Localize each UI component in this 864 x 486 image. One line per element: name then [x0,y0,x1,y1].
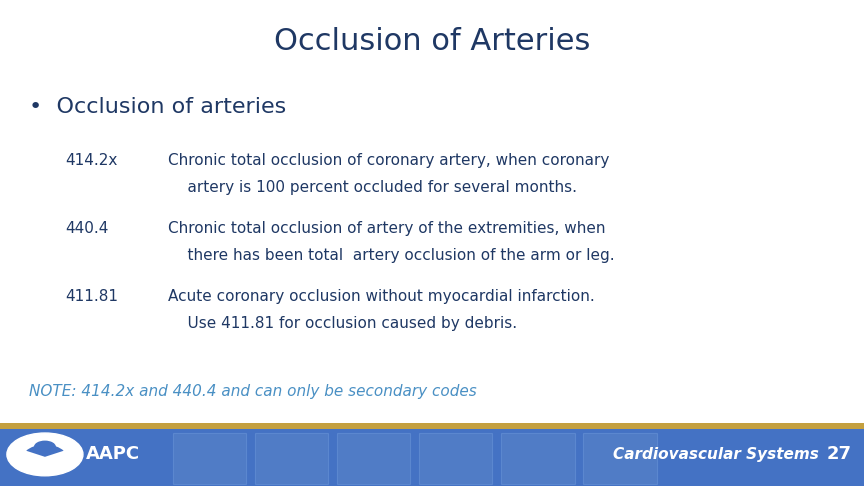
Text: Chronic total occlusion of coronary artery, when coronary: Chronic total occlusion of coronary arte… [168,153,610,168]
Bar [173,433,246,484]
Bar [337,433,410,484]
Text: •  Occlusion of arteries: • Occlusion of arteries [29,97,286,117]
Bar [583,433,657,484]
Bar [255,433,328,484]
Text: Cardiovascular Systems: Cardiovascular Systems [613,447,819,462]
Text: there has been total  artery occlusion of the arm or leg.: there has been total artery occlusion of… [168,248,615,263]
Text: NOTE: 414.2x and 440.4 and can only be secondary codes: NOTE: 414.2x and 440.4 and can only be s… [29,384,476,399]
Text: Acute coronary occlusion without myocardial infarction.: Acute coronary occlusion without myocard… [168,289,595,304]
Text: 414.2x: 414.2x [65,153,118,168]
Circle shape [35,441,55,453]
Text: Chronic total occlusion of artery of the extremities, when: Chronic total occlusion of artery of the… [168,221,606,236]
Bar [0,423,864,486]
Text: AAPC: AAPC [86,445,141,464]
Text: Use 411.81 for occlusion caused by debris.: Use 411.81 for occlusion caused by debri… [168,316,518,331]
Text: 440.4: 440.4 [65,221,108,236]
Wedge shape [26,445,64,457]
Text: 411.81: 411.81 [65,289,118,304]
Bar [501,433,575,484]
Bar [0,423,864,429]
Text: Occlusion of Arteries: Occlusion of Arteries [274,27,590,56]
Text: artery is 100 percent occluded for several months.: artery is 100 percent occluded for sever… [168,180,577,195]
Bar [419,433,492,484]
Circle shape [7,433,83,476]
Text: 27: 27 [827,445,852,464]
